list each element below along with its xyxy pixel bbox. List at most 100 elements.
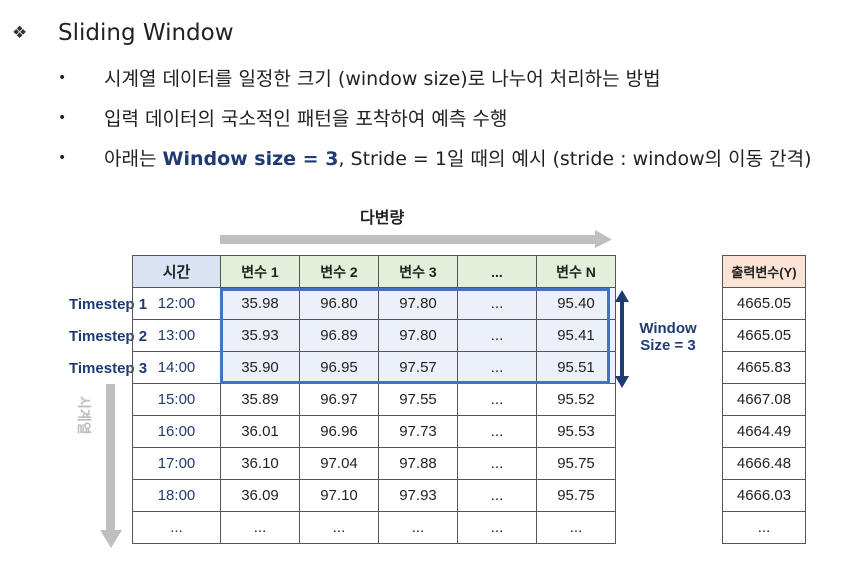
table-cell: 95.51 xyxy=(536,351,616,384)
table-cell: ... xyxy=(220,511,300,544)
table-cell-time: 15:00 xyxy=(132,383,221,416)
output-cell: 4665.05 xyxy=(722,287,806,320)
table-cell: 95.75 xyxy=(536,447,616,480)
table-cell: 36.09 xyxy=(220,479,300,512)
window-size-label: Window Size = 3 xyxy=(632,320,704,354)
table-cell-time: ... xyxy=(132,511,221,544)
time-series-label-vertical: 시계열 xyxy=(75,396,92,435)
output-cell: 4664.49 xyxy=(722,415,806,448)
table-cell: 96.97 xyxy=(299,383,379,416)
table-cell: ... xyxy=(299,511,379,544)
bullet-dot-icon: • xyxy=(58,109,67,126)
table-cell: 95.52 xyxy=(536,383,616,416)
table-row: 4665.05 xyxy=(722,319,806,352)
time-series-label: 시계열 xyxy=(75,396,92,435)
header-var-1: 변수 1 xyxy=(220,255,300,288)
table-row: ... ... ... ... ... ... xyxy=(132,511,616,544)
table-cell: 96.96 xyxy=(299,415,379,448)
table-cell: 95.41 xyxy=(536,319,616,352)
table-cell: 95.75 xyxy=(536,479,616,512)
output-header: 출력변수(Y) xyxy=(722,255,806,288)
bullet-item-2: • 입력 데이터의 국소적인 패턴을 포착하여 예측 수행 xyxy=(58,104,507,131)
output-cell: 4667.08 xyxy=(722,383,806,416)
table-cell: 97.10 xyxy=(299,479,379,512)
table-cell: 36.01 xyxy=(220,415,300,448)
bullet-text-suffix: , Stride = 1일 때의 예시 (stride : window의 이동… xyxy=(338,148,812,170)
table-cell: 97.73 xyxy=(378,415,458,448)
window-size-label-line2: Size = 3 xyxy=(640,337,696,354)
table-cell-time: 12:00 xyxy=(132,287,221,320)
header-var-n: 변수 N xyxy=(536,255,616,288)
table-row: 16:00 36.01 96.96 97.73 ... 95.53 xyxy=(132,415,616,448)
time-series-arrow-icon xyxy=(100,384,122,548)
output-cell: 4666.03 xyxy=(722,479,806,512)
bullet-dot-icon: • xyxy=(58,69,67,86)
table-cell: 35.89 xyxy=(220,383,300,416)
output-cell: 4665.83 xyxy=(722,351,806,384)
table-row: 4666.48 xyxy=(722,447,806,480)
timestep-word: Timestep xyxy=(69,296,135,313)
sliding-window-highlight xyxy=(220,288,610,384)
header-var-2: 변수 2 xyxy=(299,255,379,288)
table-cell: 97.55 xyxy=(378,383,458,416)
table-row: 4667.08 xyxy=(722,383,806,416)
table-cell: ... xyxy=(457,383,537,416)
table-cell: 36.10 xyxy=(220,447,300,480)
header-time: 시간 xyxy=(132,255,221,288)
table-cell: ... xyxy=(457,479,537,512)
table-cell: ... xyxy=(457,319,537,352)
table-cell-time: 18:00 xyxy=(132,479,221,512)
timestep-word: Timestep xyxy=(69,328,135,345)
table-row: 4664.49 xyxy=(722,415,806,448)
table-cell: ... xyxy=(457,447,537,480)
table-cell: 97.80 xyxy=(378,319,458,352)
window-size-double-arrow-icon xyxy=(615,290,629,388)
output-header-row: 출력변수(Y) xyxy=(722,255,806,288)
table-row: 18:00 36.09 97.10 97.93 ... 95.75 xyxy=(132,479,616,512)
header-var-3: 변수 3 xyxy=(378,255,458,288)
table-cell: 97.04 xyxy=(299,447,379,480)
header-ellipsis: ... xyxy=(457,255,537,288)
table-cell-time: 13:00 xyxy=(132,319,221,352)
table-row: ... xyxy=(722,511,806,544)
table-cell: 97.80 xyxy=(378,287,458,320)
table-cell-time: 17:00 xyxy=(132,447,221,480)
bullet-item-1: • 시계열 데이터를 일정한 크기 (window size)로 나누어 처리하… xyxy=(58,64,661,91)
table-cell: ... xyxy=(457,511,537,544)
table-cell: 97.57 xyxy=(378,351,458,384)
output-cell: 4666.48 xyxy=(722,447,806,480)
output-cell: ... xyxy=(722,511,806,544)
diamond-bullet-icon: ❖ xyxy=(12,23,28,43)
multivariate-arrow-icon xyxy=(220,230,612,248)
bullet-text-prefix: 아래는 xyxy=(104,148,163,170)
bullet-text: 시계열 데이터를 일정한 크기 (window size)로 나누어 처리하는 … xyxy=(104,68,661,90)
bullet-dot-icon: • xyxy=(58,149,67,166)
table-cell-time: 14:00 xyxy=(132,351,221,384)
table-cell: 96.89 xyxy=(299,319,379,352)
table-row: 4665.05 xyxy=(722,287,806,320)
table-cell: 97.93 xyxy=(378,479,458,512)
timestep-word: Timestep xyxy=(69,360,135,377)
table-cell: 95.53 xyxy=(536,415,616,448)
table-cell: 96.95 xyxy=(299,351,379,384)
table-cell: ... xyxy=(457,415,537,448)
table-row: 4666.03 xyxy=(722,479,806,512)
table-header-row: 시간 변수 1 변수 2 변수 3 ... 변수 N xyxy=(132,255,616,288)
section-title: Sliding Window xyxy=(58,20,234,46)
table-row: 4665.83 xyxy=(722,351,806,384)
section-heading: ❖ Sliding Window xyxy=(12,20,234,46)
table-cell: ... xyxy=(536,511,616,544)
table-row: 15:00 35.89 96.97 97.55 ... 95.52 xyxy=(132,383,616,416)
table-cell: 35.98 xyxy=(220,287,300,320)
table-cell: ... xyxy=(378,511,458,544)
bullet-text: 입력 데이터의 국소적인 패턴을 포착하여 예측 수행 xyxy=(104,108,508,130)
table-cell: 97.88 xyxy=(378,447,458,480)
bullet-item-3: • 아래는 Window size = 3, Stride = 1일 때의 예시… xyxy=(58,144,812,171)
output-variable-table: 출력변수(Y) 4665.05 4665.05 4665.83 4667.08 … xyxy=(722,255,806,544)
output-cell: 4665.05 xyxy=(722,319,806,352)
bullet-text-bold: Window size = 3 xyxy=(162,148,339,170)
table-row: 17:00 36.10 97.04 97.88 ... 95.75 xyxy=(132,447,616,480)
table-cell-time: 16:00 xyxy=(132,415,221,448)
window-size-label-line1: Window xyxy=(639,320,697,337)
multivariate-label: 다변량 xyxy=(360,208,405,227)
